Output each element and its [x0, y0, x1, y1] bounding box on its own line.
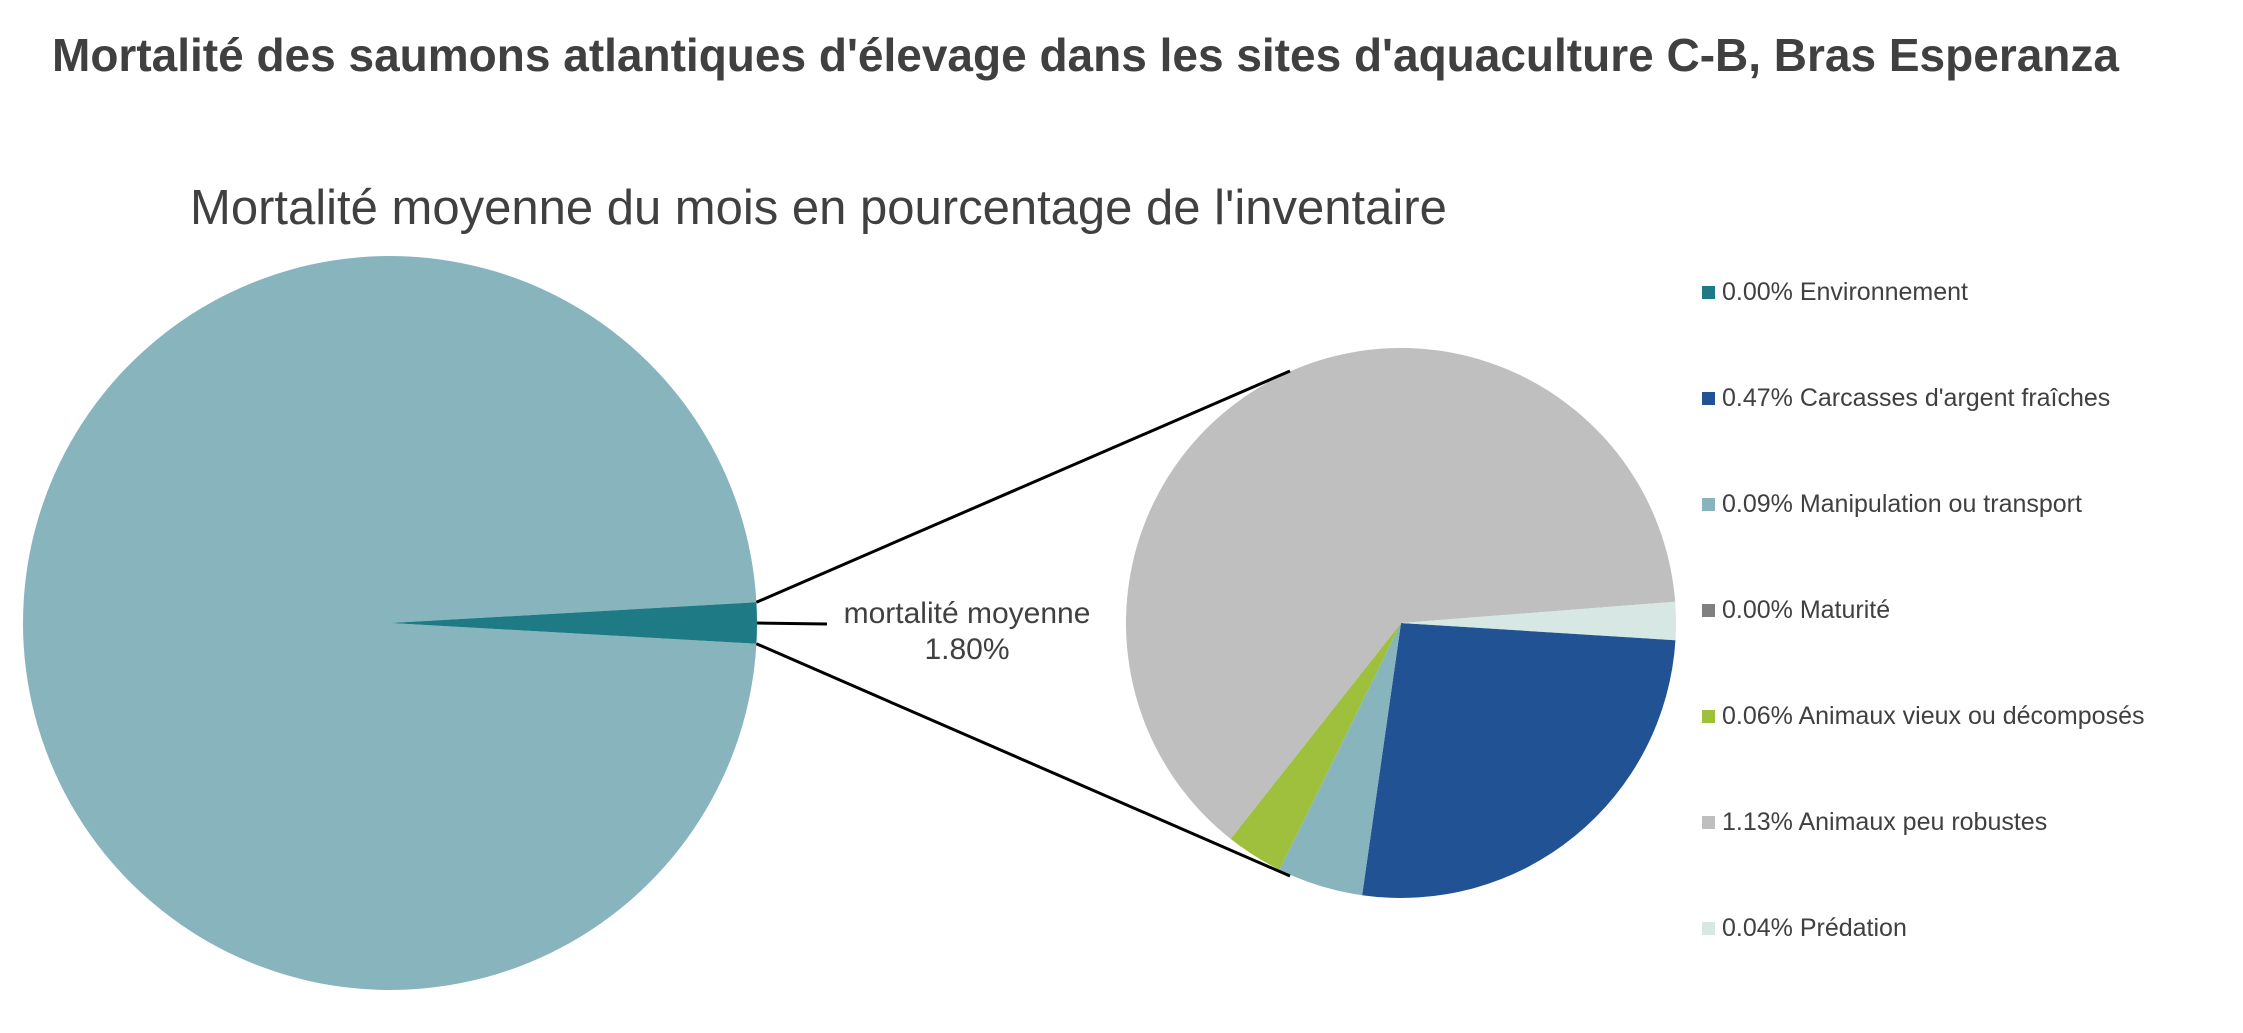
- pie-slice-2: [1279, 623, 1401, 896]
- mortality-label-text: mortalité moyenne: [843, 597, 1091, 630]
- connector-lines: [755, 369, 1291, 878]
- pie-slice-6: [1401, 601, 1676, 641]
- legend-item-predation: 0.04% Prédation: [1702, 908, 1907, 948]
- connector-line-top: [755, 369, 1291, 604]
- legend-label: 0.00% Environnement: [1722, 277, 1968, 306]
- legend-item-maturite: 0.00% Maturité: [1702, 590, 1890, 630]
- primary-pie: [22, 255, 757, 990]
- pie-slice-5: [1126, 347, 1676, 839]
- secondary-pie: [1126, 347, 1676, 899]
- mortality-label-value: 1.80%: [924, 633, 1010, 666]
- legend-item-carcasses: 0.47% Carcasses d'argent fraîches: [1702, 378, 2110, 418]
- pie-slice-remaining: [22, 255, 757, 990]
- legend-label: 0.04% Prédation: [1722, 913, 1907, 942]
- legend-item-animaux-peu-robustes: 1.13% Animaux peu robustes: [1702, 802, 2047, 842]
- chart-title: Mortalité des saumons atlantiques d'élev…: [52, 29, 2119, 81]
- legend-swatch-icon: [1702, 709, 1715, 723]
- pie-slice-4: [1230, 623, 1401, 870]
- mortality-average-label: mortalité moyenne 1.80%: [817, 596, 1117, 668]
- legend-swatch-icon: [1702, 921, 1715, 935]
- chart-subtitle: Mortalité moyenne du mois en pourcentage…: [190, 181, 1447, 235]
- pie-slice-1: [1362, 623, 1676, 899]
- legend-label: 0.47% Carcasses d'argent fraîches: [1722, 383, 2111, 412]
- legend-label: 0.09% Manipulation ou transport: [1722, 489, 2082, 518]
- legend-item-manipulation: 0.09% Manipulation ou transport: [1702, 484, 2082, 524]
- legend-label: 0.00% Maturité: [1722, 595, 1891, 624]
- legend-label: 1.13% Animaux peu robustes: [1722, 807, 2048, 836]
- legend-swatch-icon: [1702, 497, 1715, 511]
- legend-label: 0.06% Animaux vieux ou décomposés: [1722, 701, 2145, 730]
- legend-swatch-icon: [1702, 391, 1715, 405]
- legend-swatch-icon: [1702, 603, 1715, 617]
- leader-line: [756, 621, 828, 626]
- legend-swatch-icon: [1702, 815, 1715, 829]
- pie-slice-mortality: [390, 602, 757, 644]
- legend-item-environnement: 0.00% Environnement: [1702, 272, 1968, 312]
- legend-item-animaux-vieux: 0.06% Animaux vieux ou décomposés: [1702, 696, 2144, 736]
- legend-swatch-icon: [1702, 285, 1715, 299]
- connector-line-bottom: [755, 642, 1291, 878]
